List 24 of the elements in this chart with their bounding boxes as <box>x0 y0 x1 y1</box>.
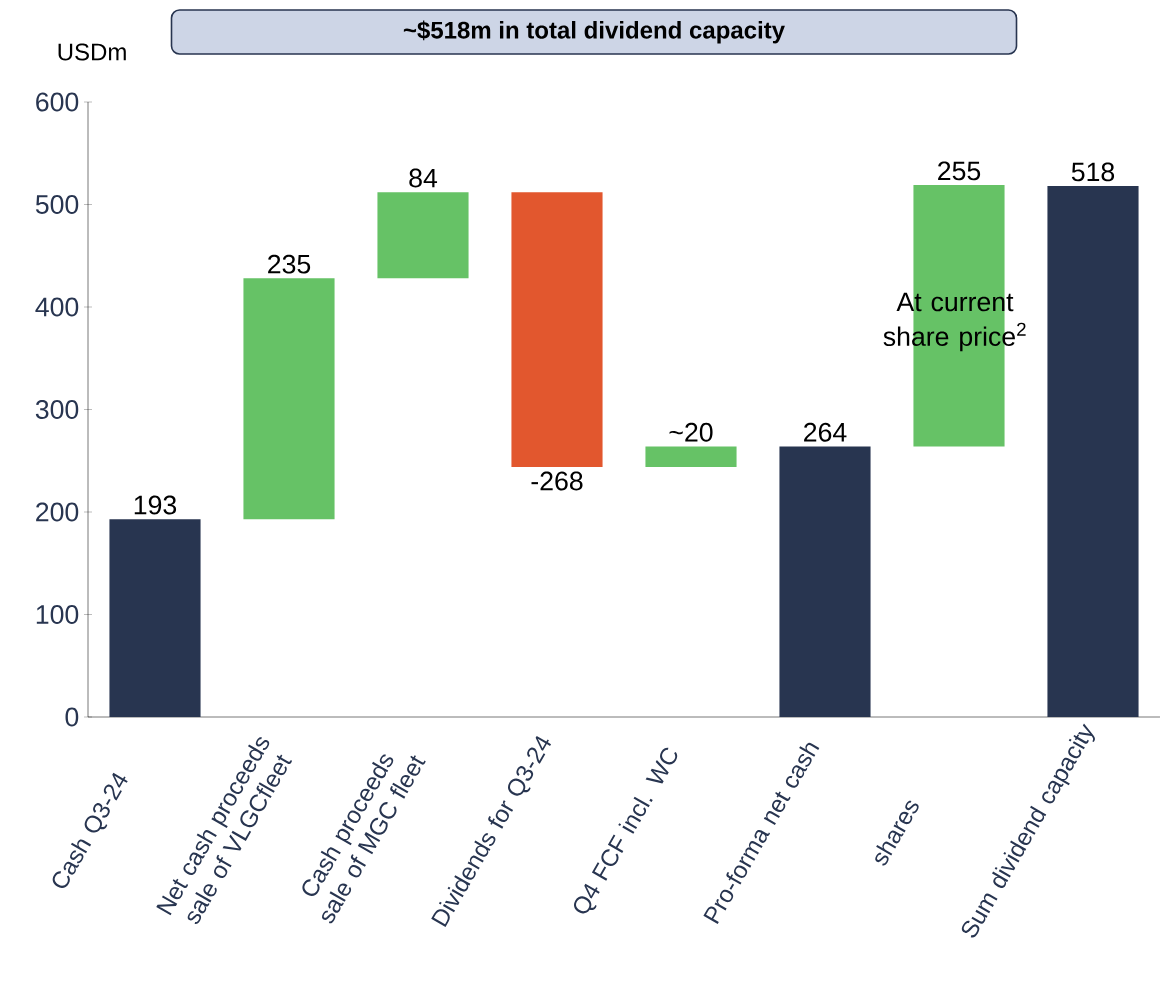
bar <box>645 446 737 467</box>
bar <box>109 519 201 717</box>
data-label: 84 <box>409 168 438 188</box>
bar <box>243 278 335 520</box>
y-tick-label: 500 <box>35 195 79 214</box>
y-axis-title: USDm <box>58 43 126 61</box>
data-label: 518 <box>1071 162 1115 182</box>
data-label: 235 <box>268 254 311 274</box>
y-tick-label: 200 <box>36 502 79 522</box>
data-label: 193 <box>134 495 177 515</box>
y-tick-label: 100 <box>36 605 79 624</box>
y-tick-label: 600 <box>36 92 79 112</box>
bar <box>511 192 603 467</box>
bar <box>1047 186 1139 717</box>
bar <box>779 446 871 717</box>
data-label: 255 <box>938 161 981 181</box>
bar <box>377 192 469 279</box>
data-label: ~20 <box>669 422 713 442</box>
data-label: -268 <box>531 471 583 491</box>
y-tick-label: 0 <box>65 707 79 727</box>
chart-title: ~$518m in total dividend capacity <box>403 20 785 44</box>
y-tick-label: 300 <box>35 400 79 419</box>
y-tick-label: 400 <box>35 297 79 317</box>
data-label: 264 <box>804 422 847 442</box>
